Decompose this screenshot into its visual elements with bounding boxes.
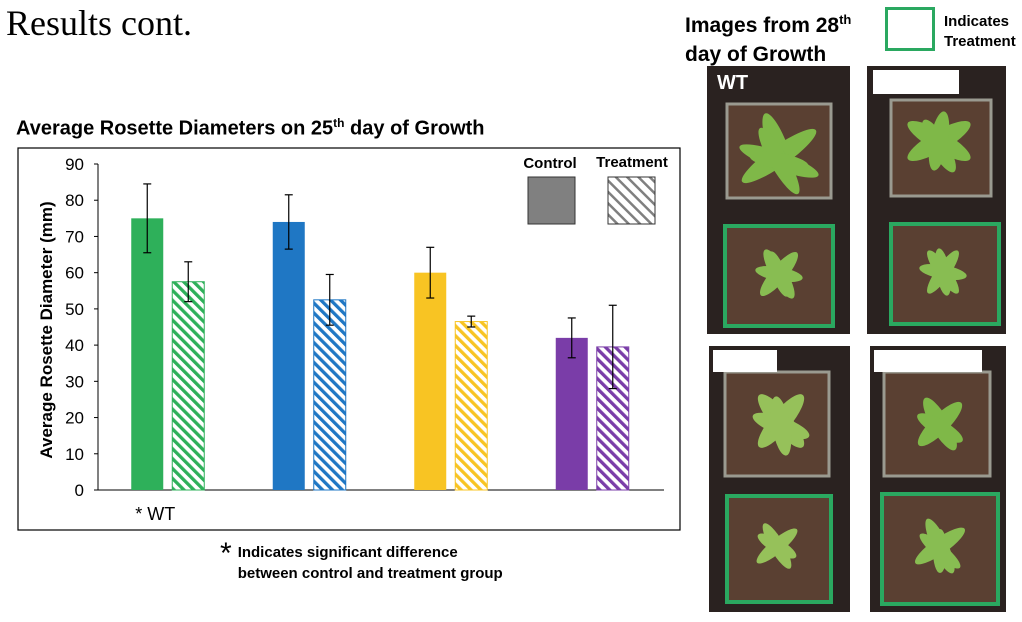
- plant-photo-image: [889, 98, 1001, 326]
- y-tick-label: 40: [65, 336, 84, 355]
- photo-panel-3: [709, 346, 850, 612]
- label-redaction: [873, 70, 959, 94]
- bar-control-3: [555, 337, 588, 490]
- photo-label: WT: [717, 72, 749, 94]
- y-tick-label: 20: [65, 409, 84, 428]
- bar-treatment-1: [313, 299, 347, 491]
- y-tick-label: 10: [65, 445, 84, 464]
- y-tick-label: 60: [65, 264, 84, 283]
- y-tick-label: 90: [65, 155, 84, 174]
- y-axis-label: Average Rosette Diameter (mm): [37, 201, 56, 458]
- error-bar: [426, 246, 435, 299]
- asterisk-icon: *: [220, 537, 232, 570]
- error-bar: [567, 317, 576, 359]
- y-tick-label: 30: [65, 372, 84, 391]
- treatment-border-legend-swatch: [885, 7, 935, 51]
- bar-treatment-2: [454, 321, 488, 491]
- y-tick-label: 70: [65, 227, 84, 246]
- plant-photo-image: [723, 370, 833, 604]
- error-bar: [608, 304, 617, 390]
- error-bar: [143, 183, 152, 254]
- legend-control-label: Control: [523, 155, 576, 172]
- photo-panel-4: [870, 346, 1006, 612]
- y-tick-label: 50: [65, 300, 84, 319]
- error-bar: [284, 194, 293, 250]
- bar-control-0: [131, 218, 164, 490]
- y-tick-label: 0: [75, 481, 84, 500]
- bar-treatment-0: [171, 281, 205, 491]
- slide-title: Results cont.: [6, 3, 192, 43]
- plant-photo-image: [880, 370, 1000, 606]
- significance-footnote: * Indicates significant difference betwe…: [220, 537, 503, 584]
- rosette-bar-chart: 0 10 20 30 40 50 60 70 80 90 Average Rosette Diam…: [17, 147, 681, 531]
- legend: Control Treatment: [523, 154, 668, 225]
- legend-treatment-label: Treatment: [596, 154, 668, 171]
- bar-control-1: [272, 221, 305, 490]
- label-redaction: [874, 350, 982, 372]
- y-tick-label: 80: [65, 191, 84, 210]
- chart-title: Average Rosette Diameters on 25th day of…: [16, 116, 485, 140]
- error-bar: [184, 261, 193, 303]
- legend-control-swatch: [527, 176, 576, 225]
- legend-treatment-swatch: [607, 176, 656, 225]
- footnote-line-2: between control and treatment group: [237, 565, 503, 582]
- chart-frame: [17, 147, 681, 531]
- treatment-border-legend-label: Indicates Treatment: [944, 13, 1016, 50]
- photo-panel-2: [867, 66, 1006, 334]
- plant-photo-image: [723, 102, 835, 328]
- category-label: * WT: [135, 504, 175, 524]
- photo-panel-wt: WT: [707, 66, 850, 334]
- photo-section-title: Images from 28th day of Growth: [685, 12, 852, 66]
- bar-control-2: [414, 272, 447, 490]
- label-redaction: [713, 350, 777, 372]
- error-bar: [325, 273, 334, 326]
- error-bar: [467, 315, 476, 328]
- footnote-line-1: Indicates significant difference: [237, 544, 458, 561]
